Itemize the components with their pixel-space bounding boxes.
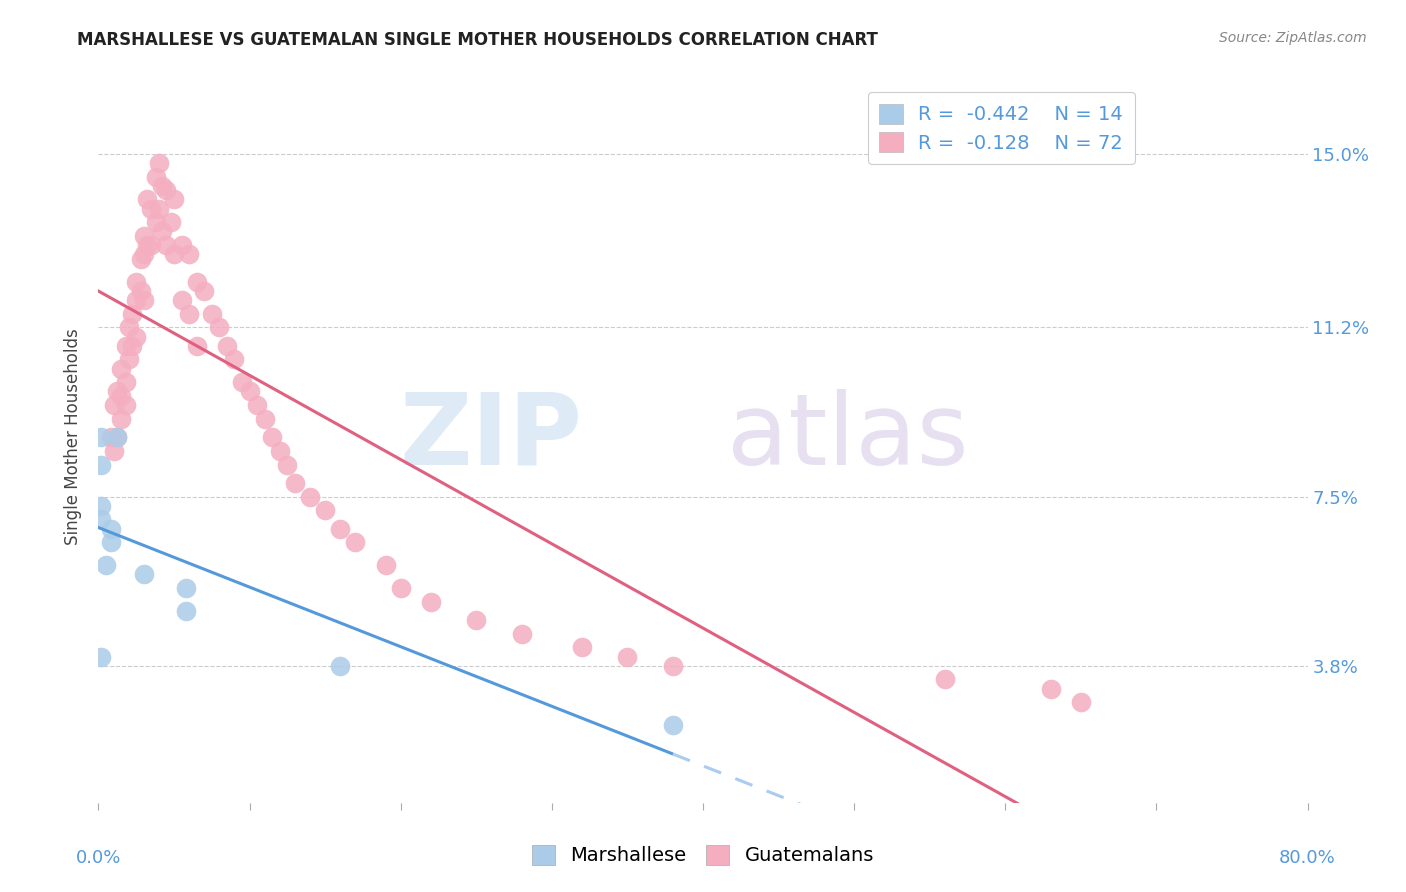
Point	[100, 535, 122, 549]
Text: MARSHALLESE VS GUATEMALAN SINGLE MOTHER HOUSEHOLDS CORRELATION CHART: MARSHALLESE VS GUATEMALAN SINGLE MOTHER …	[77, 31, 879, 49]
Point	[329, 521, 352, 535]
Point	[114, 375, 136, 389]
Point	[170, 293, 193, 307]
Point	[246, 398, 269, 412]
Point	[661, 658, 683, 673]
Point	[201, 307, 224, 321]
Point	[253, 412, 276, 426]
Point	[110, 361, 132, 376]
Point	[174, 581, 197, 595]
Text: atlas: atlas	[727, 389, 969, 485]
Point	[132, 229, 155, 244]
Point	[100, 521, 122, 535]
Point	[105, 430, 128, 444]
Point	[145, 215, 167, 229]
Point	[118, 352, 141, 367]
Point	[179, 307, 201, 321]
Point	[121, 307, 143, 321]
Point	[155, 238, 177, 252]
Point	[934, 673, 956, 687]
Point	[135, 192, 157, 206]
Point	[174, 604, 197, 618]
Y-axis label: Single Mother Households: Single Mother Households	[65, 329, 83, 545]
Point	[163, 247, 186, 261]
Legend: R =  -0.442    N = 14, R =  -0.128    N = 72: R = -0.442 N = 14, R = -0.128 N = 72	[868, 92, 1135, 164]
Point	[103, 443, 125, 458]
Point	[103, 398, 125, 412]
Point	[132, 247, 155, 261]
Point	[231, 375, 253, 389]
Point	[179, 247, 201, 261]
Point	[344, 535, 367, 549]
Legend: Marshallese, Guatemalans: Marshallese, Guatemalans	[522, 835, 884, 875]
Point	[150, 178, 173, 193]
Point	[1039, 681, 1062, 696]
Point	[314, 503, 336, 517]
Point	[329, 658, 352, 673]
Point	[90, 649, 112, 664]
Point	[129, 284, 152, 298]
Point	[389, 581, 412, 595]
Point	[374, 558, 396, 573]
Point	[193, 284, 215, 298]
Point	[170, 238, 193, 252]
Point	[114, 398, 136, 412]
Point	[262, 430, 284, 444]
Point	[125, 275, 148, 289]
Text: ZIP: ZIP	[399, 389, 582, 485]
Point	[215, 339, 238, 353]
Point	[100, 430, 122, 444]
Point	[465, 613, 488, 627]
Point	[224, 352, 246, 367]
Point	[141, 238, 163, 252]
Point	[105, 430, 128, 444]
Point	[90, 430, 112, 444]
Point	[186, 275, 208, 289]
Point	[132, 567, 155, 582]
Point	[148, 202, 170, 216]
Point	[150, 224, 173, 238]
Point	[1070, 695, 1092, 709]
Point	[90, 499, 112, 513]
Point	[276, 458, 298, 472]
Point	[616, 649, 638, 664]
Text: 0.0%: 0.0%	[76, 848, 121, 866]
Text: Source: ZipAtlas.com: Source: ZipAtlas.com	[1219, 31, 1367, 45]
Point	[110, 412, 132, 426]
Point	[110, 389, 132, 403]
Point	[155, 183, 177, 197]
Point	[148, 156, 170, 170]
Point	[160, 215, 183, 229]
Point	[129, 252, 152, 266]
Point	[105, 384, 128, 399]
Point	[125, 329, 148, 343]
Point	[114, 339, 136, 353]
Point	[284, 475, 307, 490]
Point	[90, 512, 112, 526]
Point	[186, 339, 208, 353]
Point	[299, 490, 322, 504]
Point	[239, 384, 262, 399]
Point	[145, 169, 167, 184]
Point	[510, 626, 533, 640]
Point	[208, 320, 231, 334]
Point	[661, 718, 683, 732]
Point	[163, 192, 186, 206]
Point	[94, 558, 117, 573]
Point	[571, 640, 593, 655]
Point	[121, 339, 143, 353]
Point	[141, 202, 163, 216]
Point	[118, 320, 141, 334]
Point	[90, 458, 112, 472]
Point	[135, 238, 157, 252]
Point	[125, 293, 148, 307]
Text: 80.0%: 80.0%	[1279, 848, 1336, 866]
Point	[132, 293, 155, 307]
Point	[420, 595, 443, 609]
Point	[269, 443, 291, 458]
